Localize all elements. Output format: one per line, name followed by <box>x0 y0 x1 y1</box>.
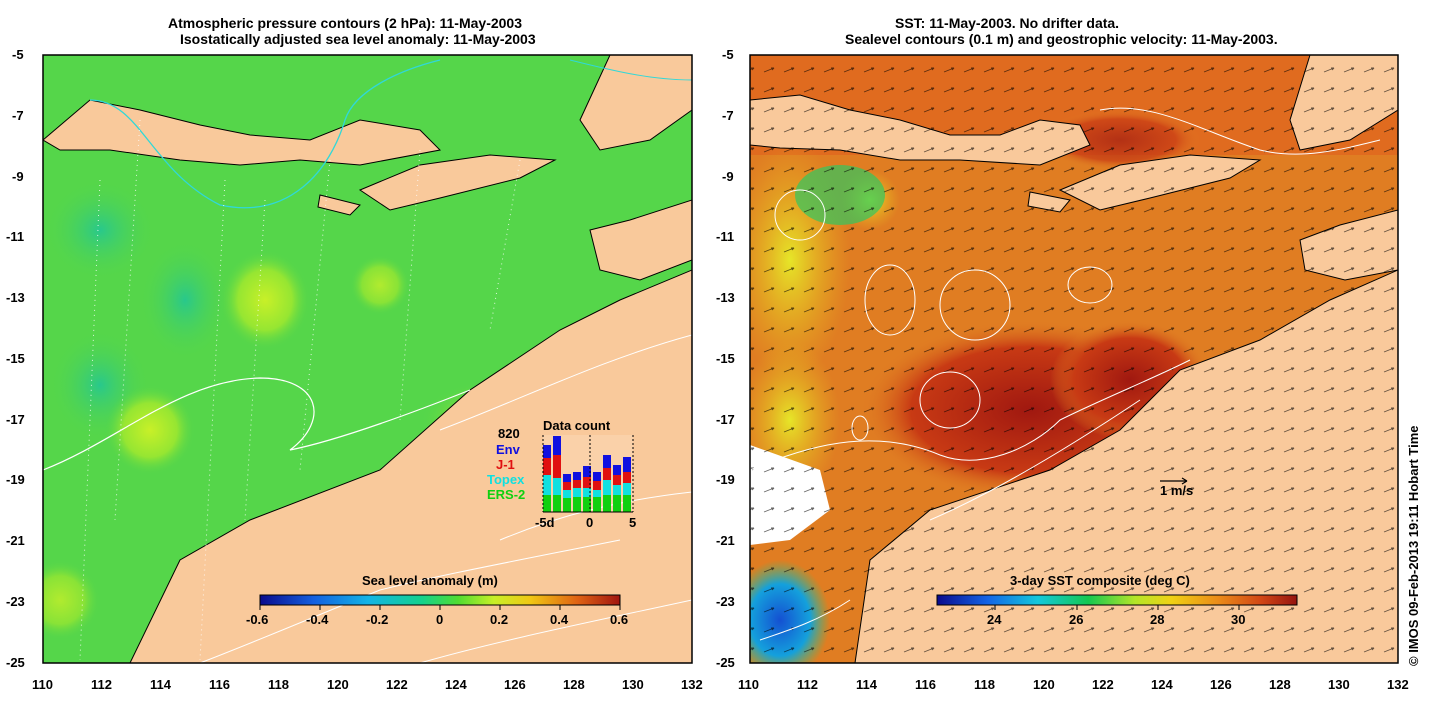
sst-colorbar <box>936 594 1298 606</box>
lat-label: -7 <box>12 108 24 123</box>
lat-label: -15 <box>716 351 735 366</box>
left-map-frame <box>42 54 693 664</box>
lat-label: -11 <box>6 229 25 244</box>
lon-label: 110 <box>738 677 759 692</box>
sla-colorbar-label: Sea level anomaly (m) <box>362 573 498 588</box>
histogram-bars <box>543 436 631 512</box>
lat-label: -13 <box>716 290 735 305</box>
lat-label: -25 <box>6 655 25 670</box>
histogram-x-tick: -5d <box>535 515 555 530</box>
lat-label: -17 <box>716 412 735 427</box>
lon-label: 122 <box>1092 677 1114 692</box>
lon-label: 130 <box>622 677 644 692</box>
lon-label: 118 <box>268 677 289 692</box>
legend-env: Env <box>496 442 520 457</box>
lon-label: 116 <box>209 677 230 692</box>
lat-label: -19 <box>716 472 735 487</box>
data-count-title: Data count <box>543 418 611 433</box>
velocity-key-label: 1 m/s <box>1160 483 1194 498</box>
velocity-key-arrow <box>1160 477 1188 485</box>
sst-tick: 24 <box>987 612 1002 627</box>
sla-tick: 0 <box>436 612 444 627</box>
lon-label: 126 <box>504 677 526 692</box>
sea-level-anomaly-map <box>43 55 692 663</box>
histogram-x-tick: 5 <box>629 515 637 530</box>
sst-colorbar-ticks <box>994 605 1240 610</box>
lon-label: 118 <box>974 677 995 692</box>
lat-label: -5 <box>12 47 24 62</box>
sla-colorbar <box>259 594 621 606</box>
lat-label: -9 <box>722 169 734 184</box>
lat-label: -23 <box>716 594 735 609</box>
data-count-total: 820 <box>498 426 520 441</box>
right-map-frame <box>749 54 1399 664</box>
sla-colorbar-ticks <box>259 605 621 610</box>
lon-label: 130 <box>1328 677 1350 692</box>
left-title-line1: Atmospheric pressure contours (2 hPa): 1… <box>168 15 523 31</box>
lon-label: 120 <box>327 677 349 692</box>
lat-label: -21 <box>716 533 735 548</box>
lon-label: 124 <box>1151 677 1173 692</box>
sla-tick: 0.6 <box>610 612 629 627</box>
sla-tick: -0.6 <box>246 612 269 627</box>
lon-label: 124 <box>445 677 467 692</box>
lon-label: 126 <box>1210 677 1232 692</box>
lat-label: -17 <box>6 412 25 427</box>
sst-colorbar-label: 3-day SST composite (deg C) <box>1010 573 1190 588</box>
lon-label: 132 <box>1387 677 1409 692</box>
lon-label: 112 <box>797 677 818 692</box>
legend-j1: J-1 <box>496 457 515 472</box>
lon-label: 114 <box>150 677 171 692</box>
sla-tick: -0.2 <box>366 612 389 627</box>
lon-label: 112 <box>91 677 112 692</box>
lat-label: -25 <box>716 655 735 670</box>
lat-label: -23 <box>6 594 25 609</box>
lat-label: -7 <box>722 108 734 123</box>
left-title-line2: Isostatically adjusted sea level anomaly… <box>180 31 536 47</box>
lon-label: 114 <box>856 677 877 692</box>
lon-label: 110 <box>32 677 53 692</box>
legend-ers2: ERS-2 <box>487 487 526 502</box>
lon-label: 116 <box>915 677 936 692</box>
lat-label: -9 <box>12 169 24 184</box>
imos-credit: © IMOS 09-Feb-2013 19:11 Hobart Time <box>1406 425 1421 666</box>
lat-label: -19 <box>6 472 25 487</box>
sst-tick: 26 <box>1069 612 1084 627</box>
sst-tick: 28 <box>1150 612 1165 627</box>
right-title-line2: Sealevel contours (0.1 m) and geostrophi… <box>845 31 1278 47</box>
sla-tick: 0.4 <box>550 612 569 627</box>
right-title-line1: SST: 11-May-2003. No drifter data. <box>895 15 1120 31</box>
lon-label: 122 <box>386 677 408 692</box>
sst-map <box>750 55 1398 663</box>
sla-tick: -0.4 <box>306 612 329 627</box>
data-count-histogram <box>542 435 634 513</box>
lat-label: -21 <box>6 533 25 548</box>
lon-label: 128 <box>563 677 585 692</box>
lon-label: 128 <box>1269 677 1291 692</box>
lat-label: -13 <box>6 290 25 305</box>
legend-topex: Topex <box>487 472 525 487</box>
lat-label: -5 <box>722 47 734 62</box>
lat-label: -11 <box>716 229 735 244</box>
lon-label: 120 <box>1033 677 1055 692</box>
histogram-x-tick: 0 <box>586 515 594 530</box>
sla-tick: 0.2 <box>490 612 509 627</box>
lon-label: 132 <box>681 677 703 692</box>
sst-tick: 30 <box>1231 612 1246 627</box>
lat-label: -15 <box>6 351 25 366</box>
